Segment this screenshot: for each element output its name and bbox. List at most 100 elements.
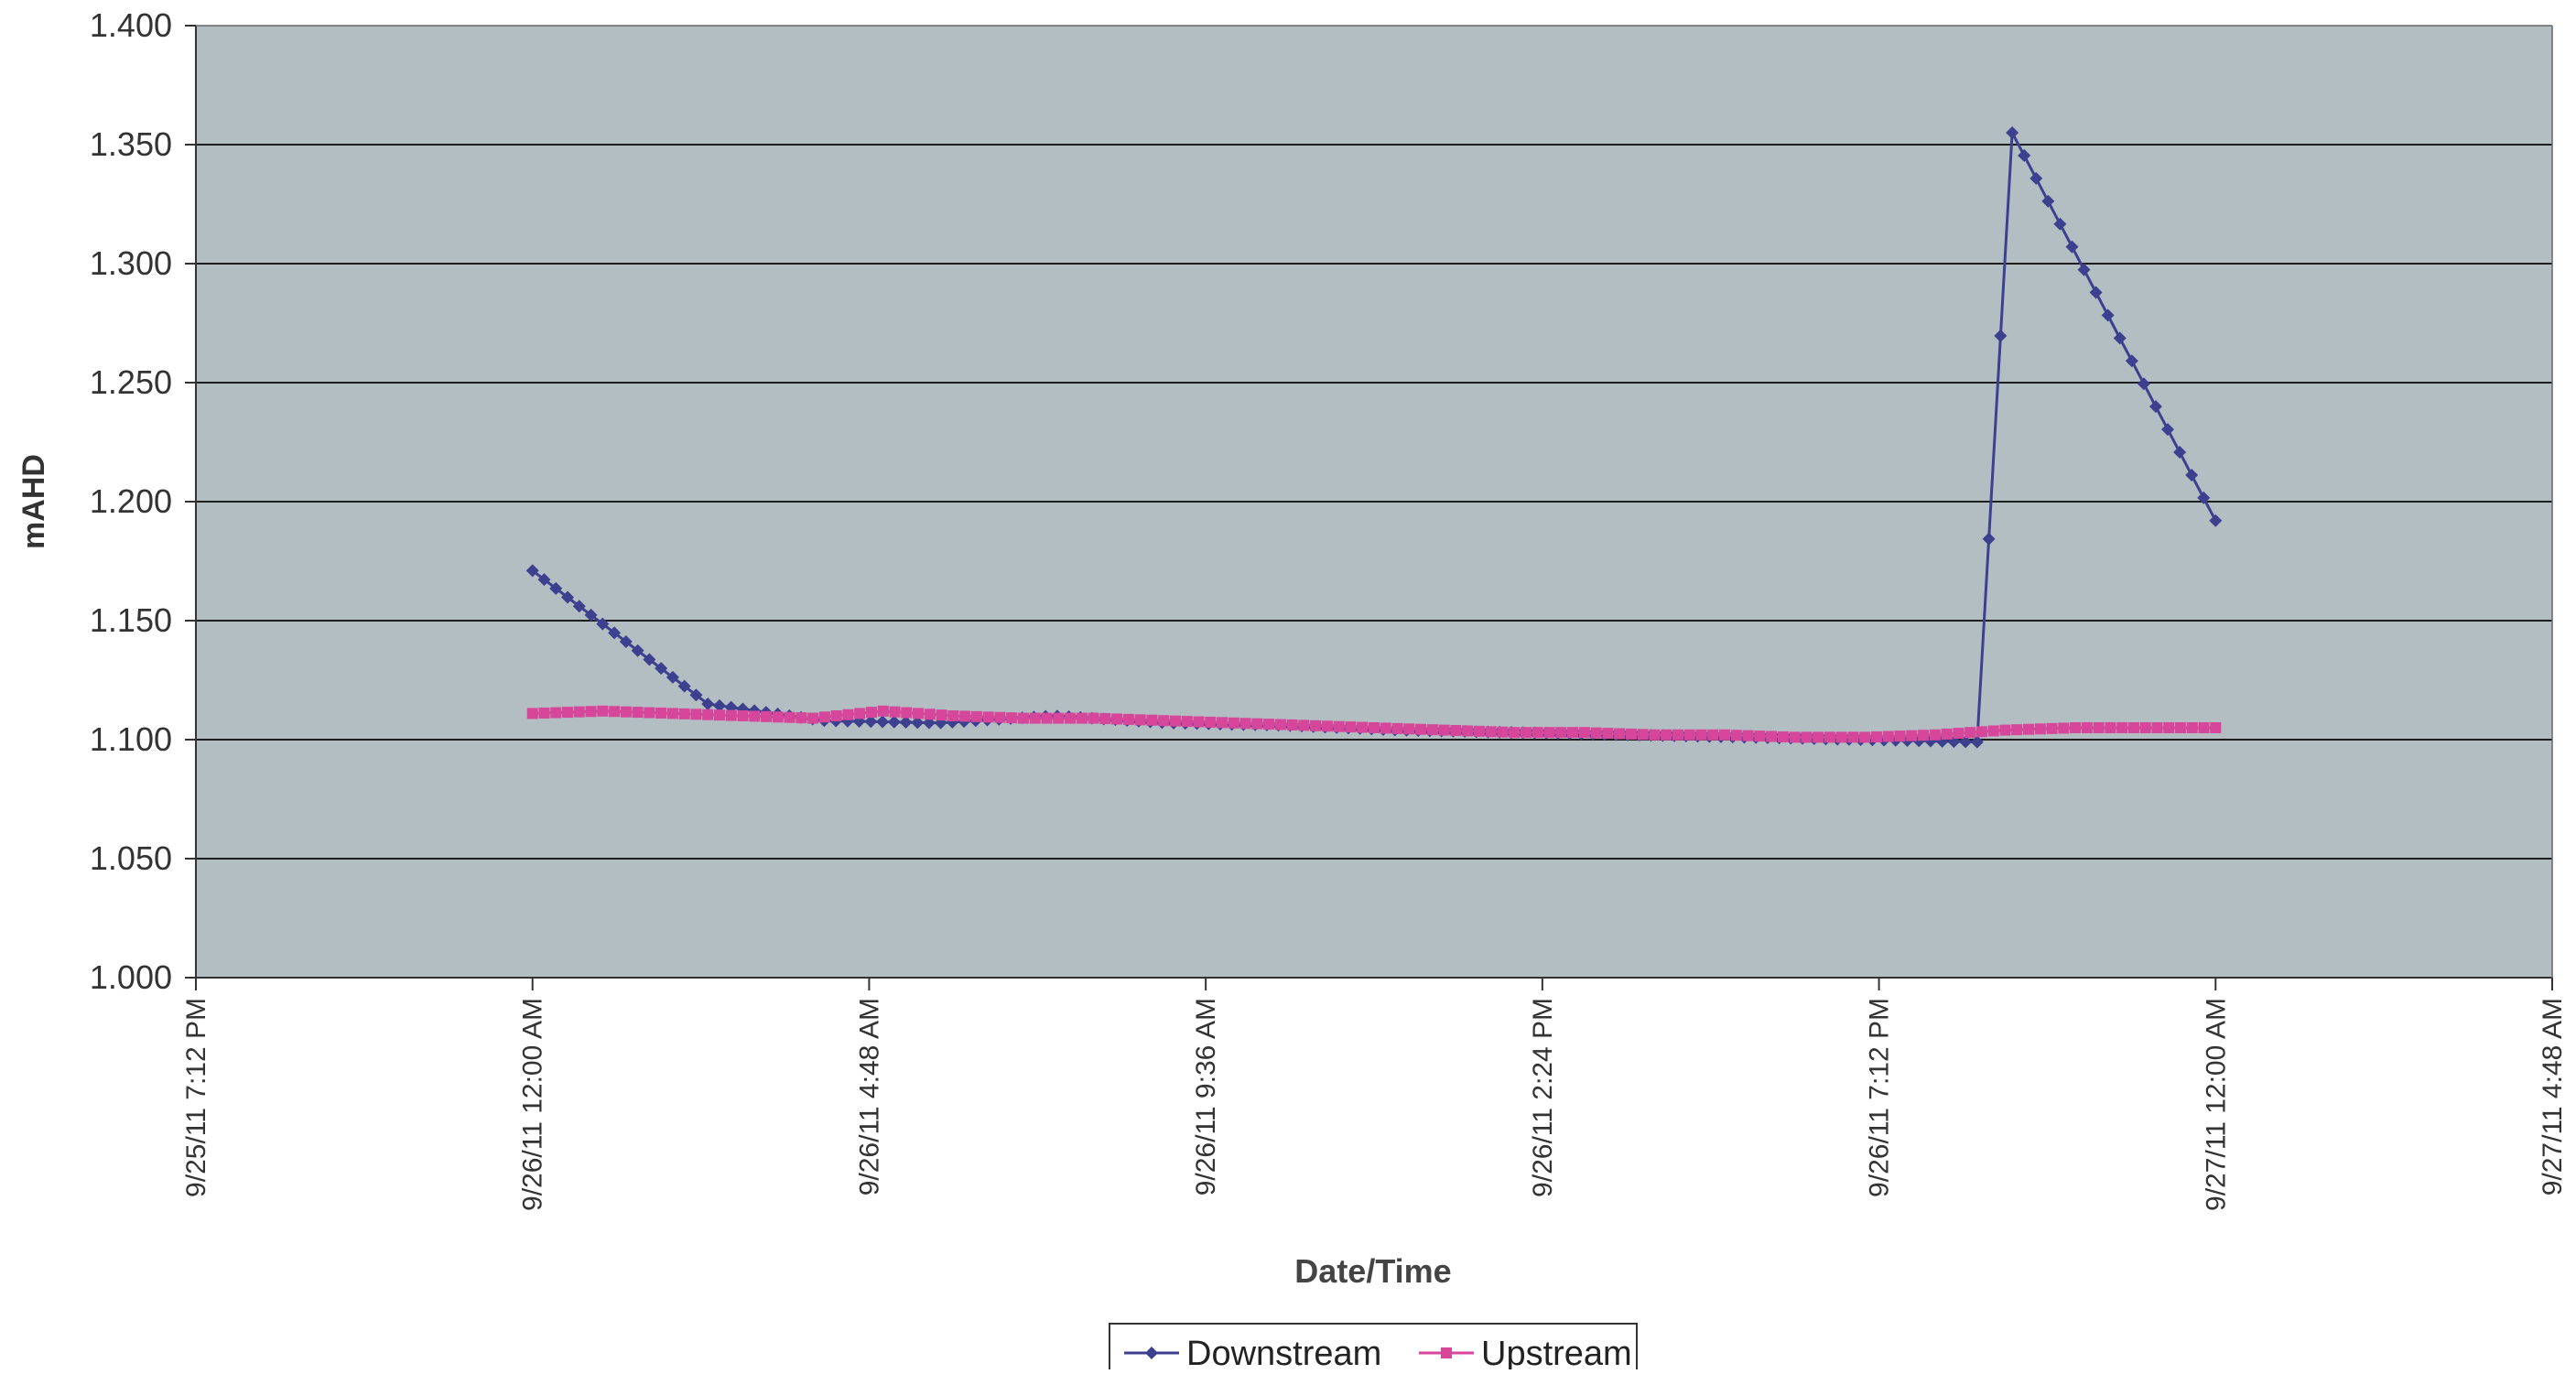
data-point <box>994 711 1006 723</box>
data-point <box>1217 717 1228 729</box>
data-point <box>549 581 563 595</box>
data-point <box>1970 735 1984 749</box>
data-point <box>1964 727 1976 739</box>
x-tick-label: 9/27/11 12:00 AM <box>2201 998 2231 1211</box>
x-tick-label: 9/27/11 4:48 AM <box>2538 998 2568 1195</box>
data-point <box>609 706 621 718</box>
data-point <box>702 709 714 720</box>
x-tick-label: 9/26/11 9:36 AM <box>1191 998 1221 1195</box>
data-point <box>1994 329 2008 342</box>
data-point <box>655 707 667 719</box>
data-point <box>1462 725 1474 737</box>
data-point <box>936 709 947 721</box>
data-point <box>1099 713 1111 725</box>
data-point <box>1742 730 1754 741</box>
data-point <box>876 715 890 729</box>
data-point <box>1426 724 1438 736</box>
data-point <box>1169 715 1181 727</box>
data-point <box>1053 712 1065 724</box>
data-point <box>1485 726 1497 738</box>
x-tick-label: 9/26/11 12:00 AM <box>518 998 548 1211</box>
data-point <box>655 662 668 676</box>
legend-marker <box>1441 1347 1452 1358</box>
data-point <box>2185 468 2199 481</box>
data-point <box>562 707 574 719</box>
data-point <box>1871 730 1883 742</box>
data-point <box>784 711 796 723</box>
data-point <box>1567 727 1579 739</box>
data-point <box>2081 722 2093 733</box>
data-point <box>2029 171 2043 185</box>
data-point <box>2116 722 2128 733</box>
data-point <box>1637 729 1649 741</box>
data-point <box>901 707 913 719</box>
data-point <box>1158 715 1170 727</box>
data-point <box>1357 721 1369 733</box>
data-point <box>1041 712 1053 724</box>
data-point <box>2070 722 2082 733</box>
data-point <box>714 709 725 721</box>
data-point <box>1228 717 1239 729</box>
data-point <box>1953 728 1964 740</box>
data-point <box>2046 722 2058 734</box>
data-point <box>631 644 644 657</box>
data-point <box>1029 712 1041 724</box>
data-point <box>877 705 889 717</box>
data-point <box>1088 712 1099 724</box>
data-point <box>666 708 678 719</box>
data-point <box>1683 729 1695 741</box>
data-point <box>1391 722 1403 734</box>
data-point <box>2113 331 2127 345</box>
data-point <box>1134 714 1146 726</box>
data-point <box>1555 727 1567 739</box>
data-point <box>1614 728 1626 740</box>
data-point <box>947 710 959 721</box>
data-point <box>1602 728 1614 740</box>
data-point <box>620 706 632 718</box>
data-point <box>854 708 866 719</box>
data-point <box>761 710 773 722</box>
data-point <box>550 707 562 719</box>
data-point <box>1824 731 1835 743</box>
data-point <box>1649 729 1661 741</box>
data-point <box>889 706 901 718</box>
data-point <box>1532 727 1543 739</box>
data-point <box>1672 729 1683 741</box>
data-point <box>2127 722 2139 733</box>
data-point <box>1438 724 1450 736</box>
data-point <box>2077 263 2091 276</box>
data-point <box>561 590 575 604</box>
data-point <box>1274 719 1286 730</box>
data-point <box>1076 712 1088 724</box>
data-point <box>678 708 690 719</box>
data-point <box>632 707 644 719</box>
data-point <box>1543 727 1555 739</box>
data-point <box>1450 725 1462 737</box>
y-axis-title: mAHD <box>16 454 51 549</box>
data-point <box>643 653 656 666</box>
data-point <box>2065 240 2079 254</box>
data-point <box>1766 730 1778 742</box>
data-point <box>689 688 703 702</box>
y-tick-label: 1.000 <box>90 958 172 996</box>
data-point <box>644 707 655 719</box>
y-tick-label: 1.150 <box>90 601 172 639</box>
data-point <box>525 564 539 578</box>
data-point <box>865 707 877 719</box>
data-point <box>666 670 679 684</box>
data-point <box>887 715 901 729</box>
data-point <box>1777 730 1789 742</box>
data-point <box>913 708 925 719</box>
data-point <box>807 712 819 724</box>
series-layer <box>525 126 2223 749</box>
data-point <box>1941 728 1953 740</box>
data-point <box>796 712 807 724</box>
y-tick-label: 1.400 <box>90 6 172 44</box>
data-point <box>2210 722 2222 733</box>
data-point <box>725 709 737 721</box>
data-point <box>1403 723 1415 735</box>
data-point <box>1847 731 1859 743</box>
data-point <box>2018 148 2031 162</box>
series-upstream <box>526 705 2222 743</box>
y-tick-label: 1.050 <box>90 839 172 877</box>
